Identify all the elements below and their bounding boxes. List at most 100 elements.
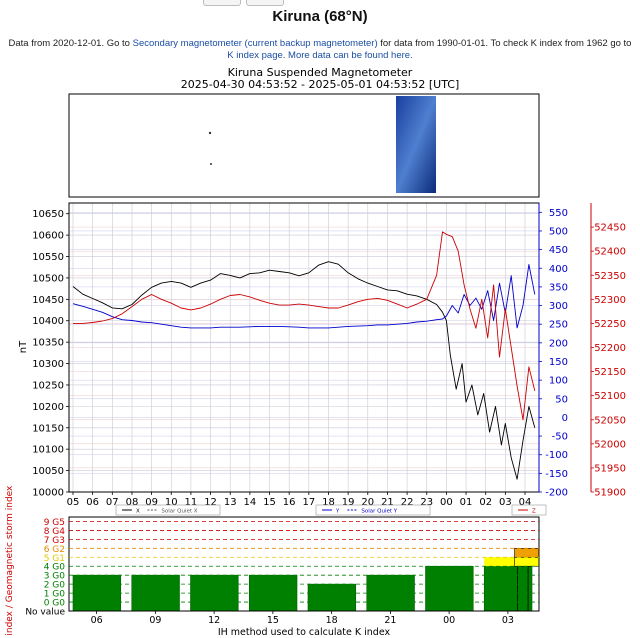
tick-label-left: 10400 bbox=[32, 316, 64, 327]
main-plot-series bbox=[72, 231, 536, 480]
tick-label-x: 14 bbox=[244, 497, 257, 508]
tick-label-left: 10500 bbox=[32, 273, 64, 284]
tick-label-x: 18 bbox=[322, 497, 335, 508]
tick-label-x: 00 bbox=[440, 497, 453, 508]
k-index-ylabel: K index / Geomagnetic storm index bbox=[5, 485, 15, 638]
k-index-bars bbox=[72, 548, 540, 612]
tick-label-left: 10050 bbox=[32, 466, 64, 477]
series-line-y bbox=[72, 264, 536, 329]
k-bar-ongoing-orange bbox=[514, 548, 540, 558]
legend-box bbox=[315, 504, 431, 516]
tick-label-x: 05 bbox=[67, 497, 80, 508]
tick-label-red: 52350 bbox=[594, 271, 626, 282]
legend-label: Y bbox=[335, 509, 340, 515]
tick-label-blue: 450 bbox=[549, 245, 568, 256]
tick-label-left: 10200 bbox=[32, 402, 64, 413]
axis-right-blue: -200 -150 -100 -50 0 50 100 150 200 250 300 350 400 4… bbox=[538, 203, 568, 499]
tick-label-x: 17 bbox=[302, 497, 315, 508]
chart-title-block: Kiruna Suspended Magnetometer 2025-04-30… bbox=[0, 67, 640, 91]
tick-label-blue: 400 bbox=[549, 264, 568, 275]
k-tick-label: 06 bbox=[91, 615, 103, 626]
k-tick-label: 09 bbox=[149, 615, 161, 626]
tick-label-x: 13 bbox=[224, 497, 237, 508]
tick-label-x: 01 bbox=[460, 497, 473, 508]
tick-label-blue: 350 bbox=[549, 282, 568, 293]
k-level-label: 0 G0 bbox=[44, 599, 66, 609]
allsky-dot-2 bbox=[210, 163, 212, 165]
tick-label-x: 23 bbox=[420, 497, 433, 508]
info-text: Data from 2020-12-01. Go to Secondary ma… bbox=[8, 38, 632, 62]
tick-label-x: 12 bbox=[204, 497, 217, 508]
tick-label-red: 52250 bbox=[594, 319, 626, 330]
chart-subtitle: 2025-04-30 04:53:52 - 2025-05-01 04:53:5… bbox=[180, 78, 460, 91]
tick-label-x: 20 bbox=[361, 497, 374, 508]
info-text-3: . bbox=[282, 50, 289, 61]
main-plot-grid bbox=[69, 203, 539, 493]
k-level-label: No value bbox=[25, 608, 65, 618]
tick-label-x: 03 bbox=[499, 497, 512, 508]
more-data-link[interactable]: More data can be found here. bbox=[288, 50, 413, 61]
chart-title: Kiruna Suspended Magnetometer bbox=[227, 66, 413, 79]
allsky-dot-1 bbox=[208, 131, 212, 135]
info-text-2: for data from 1990-01-01. To check K ind… bbox=[377, 38, 632, 49]
tick-label-x: 19 bbox=[342, 497, 355, 508]
tick-label-blue: -150 bbox=[545, 469, 568, 480]
k-index-xlabel: IH method used to calculate K index bbox=[218, 627, 391, 638]
k-level-label: 9 G5 bbox=[44, 518, 65, 528]
tick-label-x: 11 bbox=[185, 497, 198, 508]
tick-label-blue: -200 bbox=[545, 488, 568, 499]
tick-label-blue: -50 bbox=[552, 432, 568, 443]
tick-label-blue: 50 bbox=[555, 394, 568, 405]
tick-label-x: 22 bbox=[401, 497, 414, 508]
legend-box bbox=[115, 504, 221, 516]
tick-label-x: 06 bbox=[86, 497, 99, 508]
top-button-1[interactable] bbox=[203, 0, 241, 6]
k-level-label: 2 G0 bbox=[44, 581, 66, 591]
top-button-2[interactable] bbox=[246, 0, 284, 6]
tick-label-x: 16 bbox=[283, 497, 296, 508]
legend-label: Z bbox=[532, 509, 536, 515]
k-level-label: 5 G1 bbox=[44, 554, 65, 564]
tick-label-left: 10100 bbox=[32, 445, 64, 456]
tick-label-red: 52300 bbox=[594, 295, 626, 306]
tick-label-left: 10000 bbox=[32, 488, 64, 499]
tick-label-red: 52000 bbox=[594, 439, 626, 450]
k-index-x-ticks: 06 09 12 15 18 21 00 03 bbox=[91, 611, 514, 626]
k-tick-label: 00 bbox=[443, 615, 455, 626]
series-line-x bbox=[72, 261, 536, 480]
tick-label-x: 15 bbox=[263, 497, 276, 508]
tick-label-blue: 550 bbox=[549, 208, 568, 219]
tick-label-x: 09 bbox=[145, 497, 158, 508]
axis-right-red: 51900 51950 52000 52050 52100 52150 52200 52250… bbox=[590, 203, 626, 499]
k-tick-label: 15 bbox=[267, 615, 279, 626]
k-tick-label: 12 bbox=[208, 615, 220, 626]
tick-label-left: 10550 bbox=[32, 252, 64, 263]
allsky-frame bbox=[68, 93, 540, 198]
series-line-z bbox=[73, 231, 536, 421]
k-index-page-link[interactable]: K index page bbox=[227, 50, 283, 61]
tick-label-blue: 500 bbox=[549, 226, 568, 237]
tick-label-x: 08 bbox=[126, 497, 139, 508]
k-level-label: 7 G3 bbox=[44, 536, 65, 546]
tick-label-left: 10450 bbox=[32, 295, 64, 306]
tick-label-blue: 150 bbox=[549, 357, 568, 368]
y-axis-label: nT bbox=[18, 340, 29, 353]
k-bar bbox=[307, 583, 357, 612]
tick-label-red: 52400 bbox=[594, 247, 626, 258]
k-level-label: 3 G0 bbox=[44, 572, 66, 582]
tick-label-blue: 100 bbox=[549, 376, 568, 387]
legend-label: Solar Quiet Y bbox=[361, 509, 397, 515]
tick-label-x: 02 bbox=[479, 497, 492, 508]
tick-label-red: 52150 bbox=[594, 367, 626, 378]
tick-label-left: 10600 bbox=[32, 231, 64, 242]
secondary-magnetometer-link[interactable]: Secondary magnetometer (current backup m… bbox=[132, 38, 378, 49]
tick-label-left: 10300 bbox=[32, 359, 64, 370]
tick-label-red: 52200 bbox=[594, 343, 626, 354]
legend: X Solar Quiet X Y Solar Quiet Y Z bbox=[115, 504, 547, 516]
tick-label-x: 04 bbox=[519, 497, 532, 508]
legend-label: X bbox=[136, 509, 140, 515]
tick-label-left: 10350 bbox=[32, 338, 64, 349]
k-tick-label: 03 bbox=[502, 615, 514, 626]
tick-label-red: 52050 bbox=[594, 415, 626, 426]
